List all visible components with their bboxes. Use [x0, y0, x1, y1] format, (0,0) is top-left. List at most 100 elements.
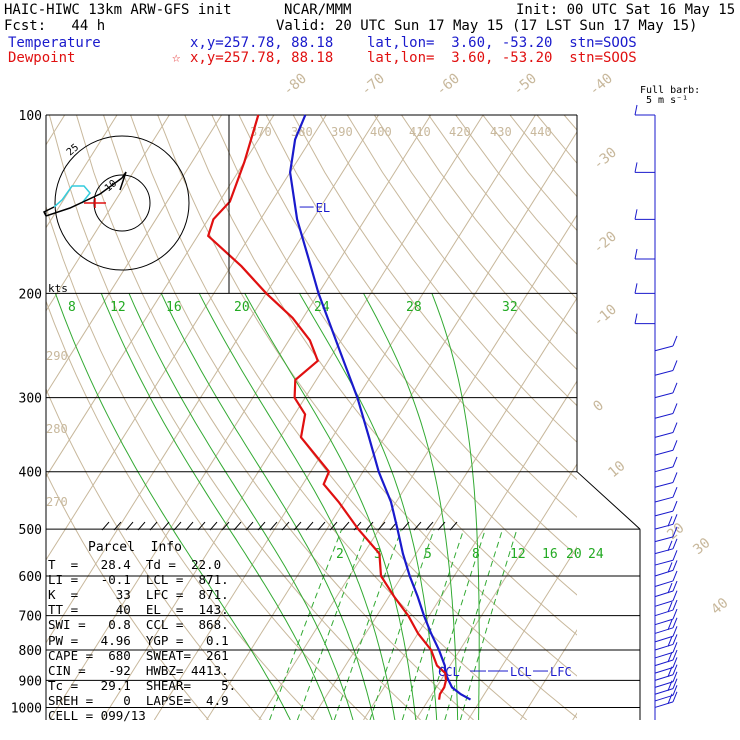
wind-barb — [654, 580, 678, 598]
pressure-tick-label: 800 — [19, 644, 42, 659]
wind-barb-flag — [672, 599, 678, 611]
mixing-ratio-line — [269, 528, 343, 720]
wind-barb-flag — [667, 540, 673, 552]
wind-barb — [654, 599, 678, 617]
wind-barb — [654, 422, 678, 438]
temperature-location: x,y=257.78, 88.18 lat,lon= 3.60, -53.20 … — [190, 35, 637, 51]
dry-adiabat-line — [536, 115, 577, 165]
pressure-tick-label: 900 — [19, 674, 42, 689]
theta-label: 390 — [331, 125, 353, 139]
mixing-ratio-line — [425, 528, 486, 720]
mixing-ratio-label: 2 — [336, 547, 344, 562]
pressure-tick-label: 600 — [19, 570, 42, 585]
mixing-ratio-label: 20 — [566, 547, 582, 562]
wind-barb — [654, 472, 678, 488]
hodograph-ring-outer — [54, 135, 190, 271]
wind-barb-flag — [634, 104, 638, 116]
parcel-info-row: K = 33 LFC = 871. — [48, 587, 229, 603]
moist-adiabat-line — [54, 293, 291, 720]
theta-label: 410 — [409, 125, 431, 139]
dry-adiabat-line — [238, 115, 577, 557]
hatch-mark — [293, 521, 302, 531]
dry-adiabat-line — [455, 115, 577, 266]
wind-barb-flag — [634, 283, 638, 294]
moist-adiabat-line — [363, 293, 459, 720]
wind-barb-staff — [654, 449, 674, 456]
wind-barb-flag — [667, 619, 673, 631]
wind-barb-flag — [672, 617, 678, 629]
isotherm-line — [0, 115, 12, 720]
lfc-label: LFC — [550, 665, 572, 679]
pressure-tick-label: 500 — [19, 523, 42, 538]
parcel-info-row: T = 28.4 Td = 22.0 — [48, 557, 222, 572]
wind-barb — [654, 456, 678, 473]
mixing-ratio-label: 16 — [542, 547, 558, 562]
wind-barb — [654, 649, 678, 667]
isotherm-label: -50 — [510, 71, 540, 100]
theta-label: 280 — [46, 422, 68, 436]
wind-barb-staff — [654, 590, 674, 598]
wind-barb-flag — [672, 335, 678, 347]
wind-barb — [654, 360, 678, 376]
parcel-info-row: CIN = -92 HWBZ= 4413. — [48, 662, 229, 678]
mixing-ratio-line — [333, 528, 402, 720]
org-label: NCAR/MMM — [284, 2, 352, 18]
wind-barb-flag — [672, 487, 678, 498]
mixing-ratio-label: 12 — [510, 547, 526, 562]
barb-legend-title: Full barb: — [640, 85, 701, 96]
wind-barb-staff — [654, 694, 674, 702]
hatch-mark — [221, 521, 230, 531]
wind-barb — [654, 526, 678, 543]
wind-barb — [654, 500, 678, 517]
hatch-mark — [341, 521, 350, 531]
parcel-info-row: SREH = 0 LAPSE= 4.9 — [48, 692, 229, 708]
wind-barb-staff — [654, 580, 674, 587]
theta-label: 440 — [530, 125, 552, 139]
dry-adiabat-line — [103, 115, 528, 720]
wind-barb-flag — [672, 456, 678, 468]
hatch-mark — [185, 521, 194, 531]
wind-barb-staff — [654, 369, 674, 376]
mixing-ratio-label: 3 — [374, 547, 382, 562]
forecast-hour: Fcst: 44 h — [4, 18, 106, 34]
dry-adiabat-line — [46, 204, 368, 720]
theta-label: 420 — [449, 125, 471, 139]
wind-barb — [654, 487, 678, 503]
dry-adiabat-line — [563, 115, 577, 131]
wind-barb-staff — [654, 667, 674, 674]
wind-barb-flag — [672, 440, 678, 451]
wind-barb-flag — [672, 422, 678, 433]
wind-barb-flag — [672, 560, 678, 571]
moist-adiabat-label: 12 — [110, 300, 126, 315]
wind-barb — [654, 570, 678, 587]
parcel-info-title: Parcel Info — [88, 540, 182, 555]
wind-barb-staff — [654, 643, 674, 651]
dry-adiabat-line — [292, 115, 577, 481]
wind-barb-flag — [672, 570, 678, 582]
parcel-info-row: CAPE = 680 SWEAT= 261 — [48, 647, 229, 663]
lcl-label: LCL — [510, 665, 532, 679]
dry-adiabat-line — [373, 115, 577, 371]
barb-legend-unit: 5 m s⁻¹ — [646, 95, 689, 106]
hatch-mark — [353, 521, 362, 531]
plot-right-axis-slant — [576, 471, 641, 530]
wind-barb-flag — [672, 382, 678, 394]
wind-barb-staff — [654, 496, 674, 503]
wind-barb-staff — [654, 392, 674, 399]
dry-adiabat-line — [591, 115, 740, 720]
wind-barb-flag — [672, 472, 678, 483]
mixing-ratio-line — [369, 528, 435, 720]
pressure-tick-label: 300 — [19, 392, 42, 407]
wind-barb-flag — [667, 562, 673, 573]
wind-barb — [654, 626, 678, 643]
hatch-mark — [365, 521, 374, 531]
wind-barb-flag — [667, 693, 673, 705]
isotherm-line — [363, 380, 577, 720]
dry-adiabat-line — [46, 387, 262, 720]
wind-barb — [654, 642, 678, 659]
wind-barb-flag — [672, 608, 678, 620]
wind-barb — [654, 691, 678, 708]
wind-barb-staff — [654, 609, 674, 617]
